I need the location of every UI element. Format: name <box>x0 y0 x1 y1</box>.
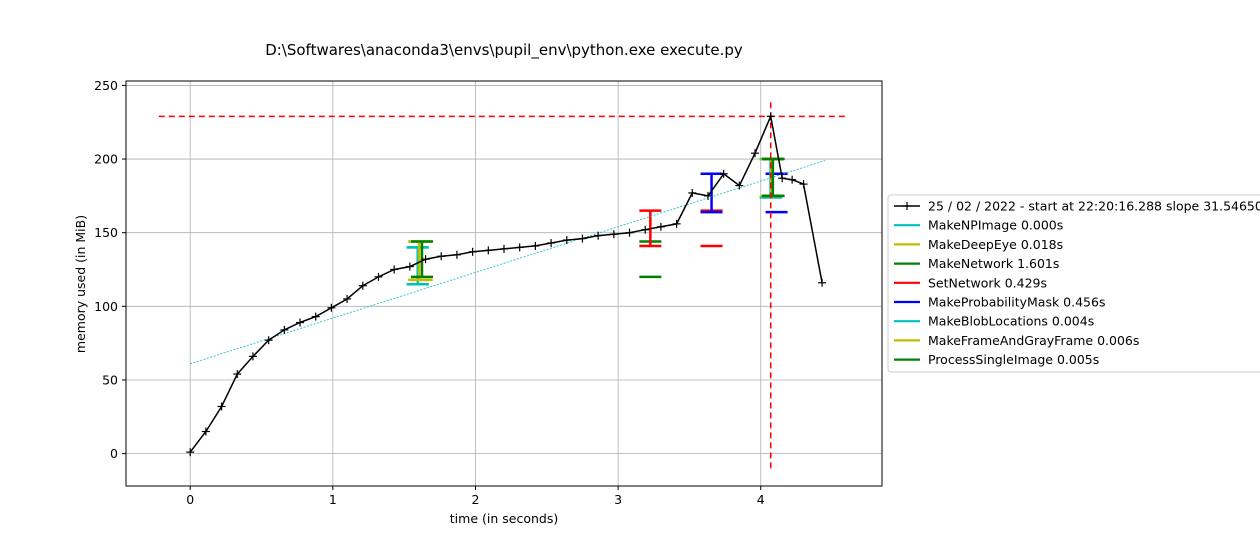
memory-point <box>625 228 634 237</box>
legend-entry: MakeNPImage 0.000s <box>894 218 1063 233</box>
memory-point <box>799 180 808 189</box>
y-tick-label: 200 <box>94 152 118 167</box>
y-tick-label: 50 <box>102 372 118 387</box>
memory-point <box>515 243 524 252</box>
x-tick-label: 0 <box>186 492 194 507</box>
memory-point <box>248 352 257 361</box>
memory-point <box>531 241 540 250</box>
memory-point <box>201 427 210 436</box>
memory-point <box>656 222 665 231</box>
memory-point <box>390 265 399 274</box>
legend-label: MakeFrameAndGrayFrame 0.006s <box>928 333 1139 348</box>
x-tick-label: 3 <box>614 492 622 507</box>
memory-point <box>578 234 587 243</box>
x-tick-label: 2 <box>471 492 479 507</box>
legend-entry: ProcessSingleImage 0.005s <box>894 352 1099 367</box>
legend-label: MakeNPImage 0.000s <box>928 218 1063 233</box>
memory-point <box>264 336 273 345</box>
y-tick-label: 100 <box>94 299 118 314</box>
legend-label: MakeNetwork 1.601s <box>928 256 1059 271</box>
memory-point <box>609 230 618 239</box>
legend-label: MakeDeepEye 0.018s <box>928 237 1063 252</box>
memory-point <box>296 318 305 327</box>
memory-point <box>547 239 556 247</box>
memory-point <box>818 278 827 287</box>
x-axis-label: time (in seconds) <box>450 511 558 526</box>
function-bracket <box>410 240 662 279</box>
memory-point <box>421 255 430 264</box>
chart-title: D:\Softwares\anaconda3\envs\pupil_env\py… <box>265 41 743 60</box>
memory-point <box>327 303 336 312</box>
memory-point <box>641 225 650 234</box>
legend-entry: MakeNetwork 1.601s <box>894 256 1059 271</box>
legend-entry: SetNetwork 0.429s <box>894 275 1047 290</box>
memory-point <box>217 402 226 411</box>
memory-series-line <box>189 113 823 453</box>
memory-point <box>280 325 289 334</box>
axes-frame <box>125 80 883 487</box>
legend-entry: MakeProbabilityMask 0.456s <box>894 295 1105 310</box>
memory-point <box>562 236 571 245</box>
legend: 25 / 02 / 2022 - start at 22:20:16.288 s… <box>887 194 1260 373</box>
legend-entry: MakeDeepEye 0.018s <box>894 237 1063 252</box>
x-axis: 0 1 2 3 4 <box>186 486 765 507</box>
x-tick-label: 1 <box>329 492 337 507</box>
memory-point <box>778 174 787 183</box>
legend-label: MakeProbabilityMask 0.456s <box>928 295 1105 310</box>
memory-point <box>500 244 508 253</box>
memory-point <box>766 112 775 121</box>
memory-point <box>484 246 493 255</box>
y-axis: 0 50 100 150 200 250 <box>94 78 126 461</box>
y-tick-label: 250 <box>94 78 118 93</box>
memory-point <box>594 231 603 240</box>
legend-label: SetNetwork 0.429s <box>928 275 1047 290</box>
memory-point <box>405 262 414 271</box>
memory-point <box>719 169 728 178</box>
legend-entry: MakeFrameAndGrayFrame 0.006s <box>894 333 1139 348</box>
grid <box>126 81 882 486</box>
y-tick-label: 0 <box>110 446 118 461</box>
memory-point <box>452 250 461 259</box>
legend-label: ProcessSingleImage 0.005s <box>928 352 1099 367</box>
legend-box <box>887 194 1260 373</box>
memory-point <box>358 281 367 290</box>
plot-area <box>158 98 847 469</box>
memory-point <box>735 181 744 190</box>
x-tick-label: 4 <box>757 492 765 507</box>
memory-point <box>311 312 320 321</box>
memory-point <box>343 294 352 303</box>
memory-point <box>468 247 477 256</box>
memory-point <box>437 252 446 261</box>
function-bracket <box>700 172 788 214</box>
memory-point <box>788 175 797 184</box>
memory-point <box>703 191 712 200</box>
memory-point <box>374 272 383 281</box>
memory-point <box>233 370 242 379</box>
memory-point <box>186 448 195 457</box>
y-axis-label: memory used (in MiB) <box>73 215 88 353</box>
legend-entry: MakeBlobLocations 0.004s <box>894 314 1094 329</box>
memory-point <box>672 219 681 228</box>
y-tick-label: 150 <box>94 225 118 240</box>
memory-point <box>751 149 760 158</box>
legend-label: MakeBlobLocations 0.004s <box>928 314 1094 329</box>
legend-label: 25 / 02 / 2022 - start at 22:20:16.288 s… <box>928 199 1260 214</box>
function-bracket <box>761 157 785 198</box>
legend-entry: 25 / 02 / 2022 - start at 22:20:16.288 s… <box>894 199 1260 214</box>
memory-point <box>688 188 697 197</box>
slope-line <box>190 160 826 365</box>
